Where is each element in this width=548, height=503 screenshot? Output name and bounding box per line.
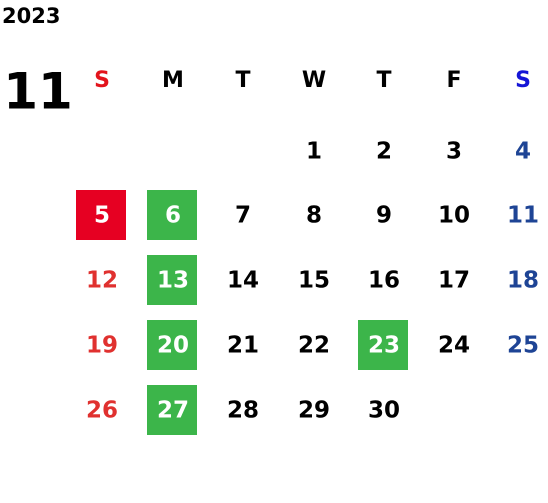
day: 22 [298,333,330,359]
day: 13 [157,268,189,294]
day: 23 [368,333,400,359]
day: 30 [368,398,400,424]
day: 24 [438,333,470,359]
day: 10 [438,203,470,229]
day: 25 [507,333,539,359]
day: 20 [157,333,189,359]
day: 17 [438,268,470,294]
day: 7 [235,203,251,229]
day: 1 [306,139,322,165]
day: 28 [227,398,259,424]
day: 8 [306,203,322,229]
day: 16 [368,268,400,294]
day: 18 [507,268,539,294]
month: 11 [3,63,73,121]
day: 27 [157,398,189,424]
weekday: T [235,68,250,93]
day: 4 [515,139,531,165]
day-highlight [147,320,197,370]
day: 14 [227,268,259,294]
day-highlight [358,320,408,370]
weekday: F [446,68,461,93]
day-highlight [147,190,197,240]
weekday: S [515,68,531,93]
day: 21 [227,333,259,359]
day: 3 [446,139,462,165]
day: 12 [86,268,118,294]
day: 5 [94,203,110,229]
day-highlight [76,190,126,240]
day-highlight [147,385,197,435]
day: 9 [376,203,392,229]
day: 26 [86,398,118,424]
day-highlight [147,255,197,305]
day: 15 [298,268,330,294]
day: 29 [298,398,330,424]
weekday: S [94,68,110,93]
day: 2 [376,139,392,165]
weekday: M [162,68,184,93]
weekday: T [376,68,391,93]
day: 19 [86,333,118,359]
year: 2023 [2,4,60,28]
day: 11 [507,203,539,229]
weekday: W [302,68,326,93]
day: 6 [165,203,181,229]
